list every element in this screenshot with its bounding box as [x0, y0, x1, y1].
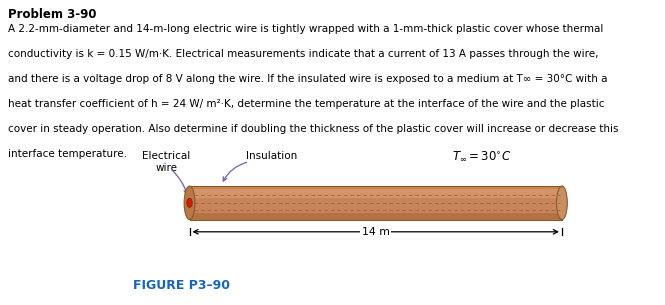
Ellipse shape — [184, 186, 195, 220]
Text: Electrical
wire: Electrical wire — [142, 151, 190, 173]
Text: 14 m: 14 m — [362, 227, 390, 237]
Text: FIGURE P3–90: FIGURE P3–90 — [133, 279, 230, 292]
Bar — [190, 213, 562, 220]
Bar — [190, 186, 562, 220]
Ellipse shape — [557, 186, 567, 220]
Text: cover in steady operation. Also determine if doubling the thickness of the plast: cover in steady operation. Also determin… — [8, 124, 618, 135]
Text: $T_{\infty} = 30^{\circ}C$: $T_{\infty} = 30^{\circ}C$ — [452, 149, 512, 163]
Text: interface temperature.: interface temperature. — [8, 149, 127, 160]
Text: A 2.2-mm-diameter and 14-m-long electric wire is tightly wrapped with a 1-mm-thi: A 2.2-mm-diameter and 14-m-long electric… — [8, 24, 603, 34]
Bar — [190, 188, 562, 198]
Text: Insulation: Insulation — [246, 151, 297, 161]
Text: conductivity is k = 0.15 W/m·K. Electrical measurements indicate that a current : conductivity is k = 0.15 W/m·K. Electric… — [8, 49, 598, 59]
Text: heat transfer coefficient of h = 24 W/ m²·K, determine the temperature at the in: heat transfer coefficient of h = 24 W/ m… — [8, 99, 604, 109]
Text: and there is a voltage drop of 8 V along the wire. If the insulated wire is expo: and there is a voltage drop of 8 V along… — [8, 74, 608, 84]
Ellipse shape — [187, 198, 192, 207]
Text: Problem 3-90: Problem 3-90 — [8, 8, 96, 21]
